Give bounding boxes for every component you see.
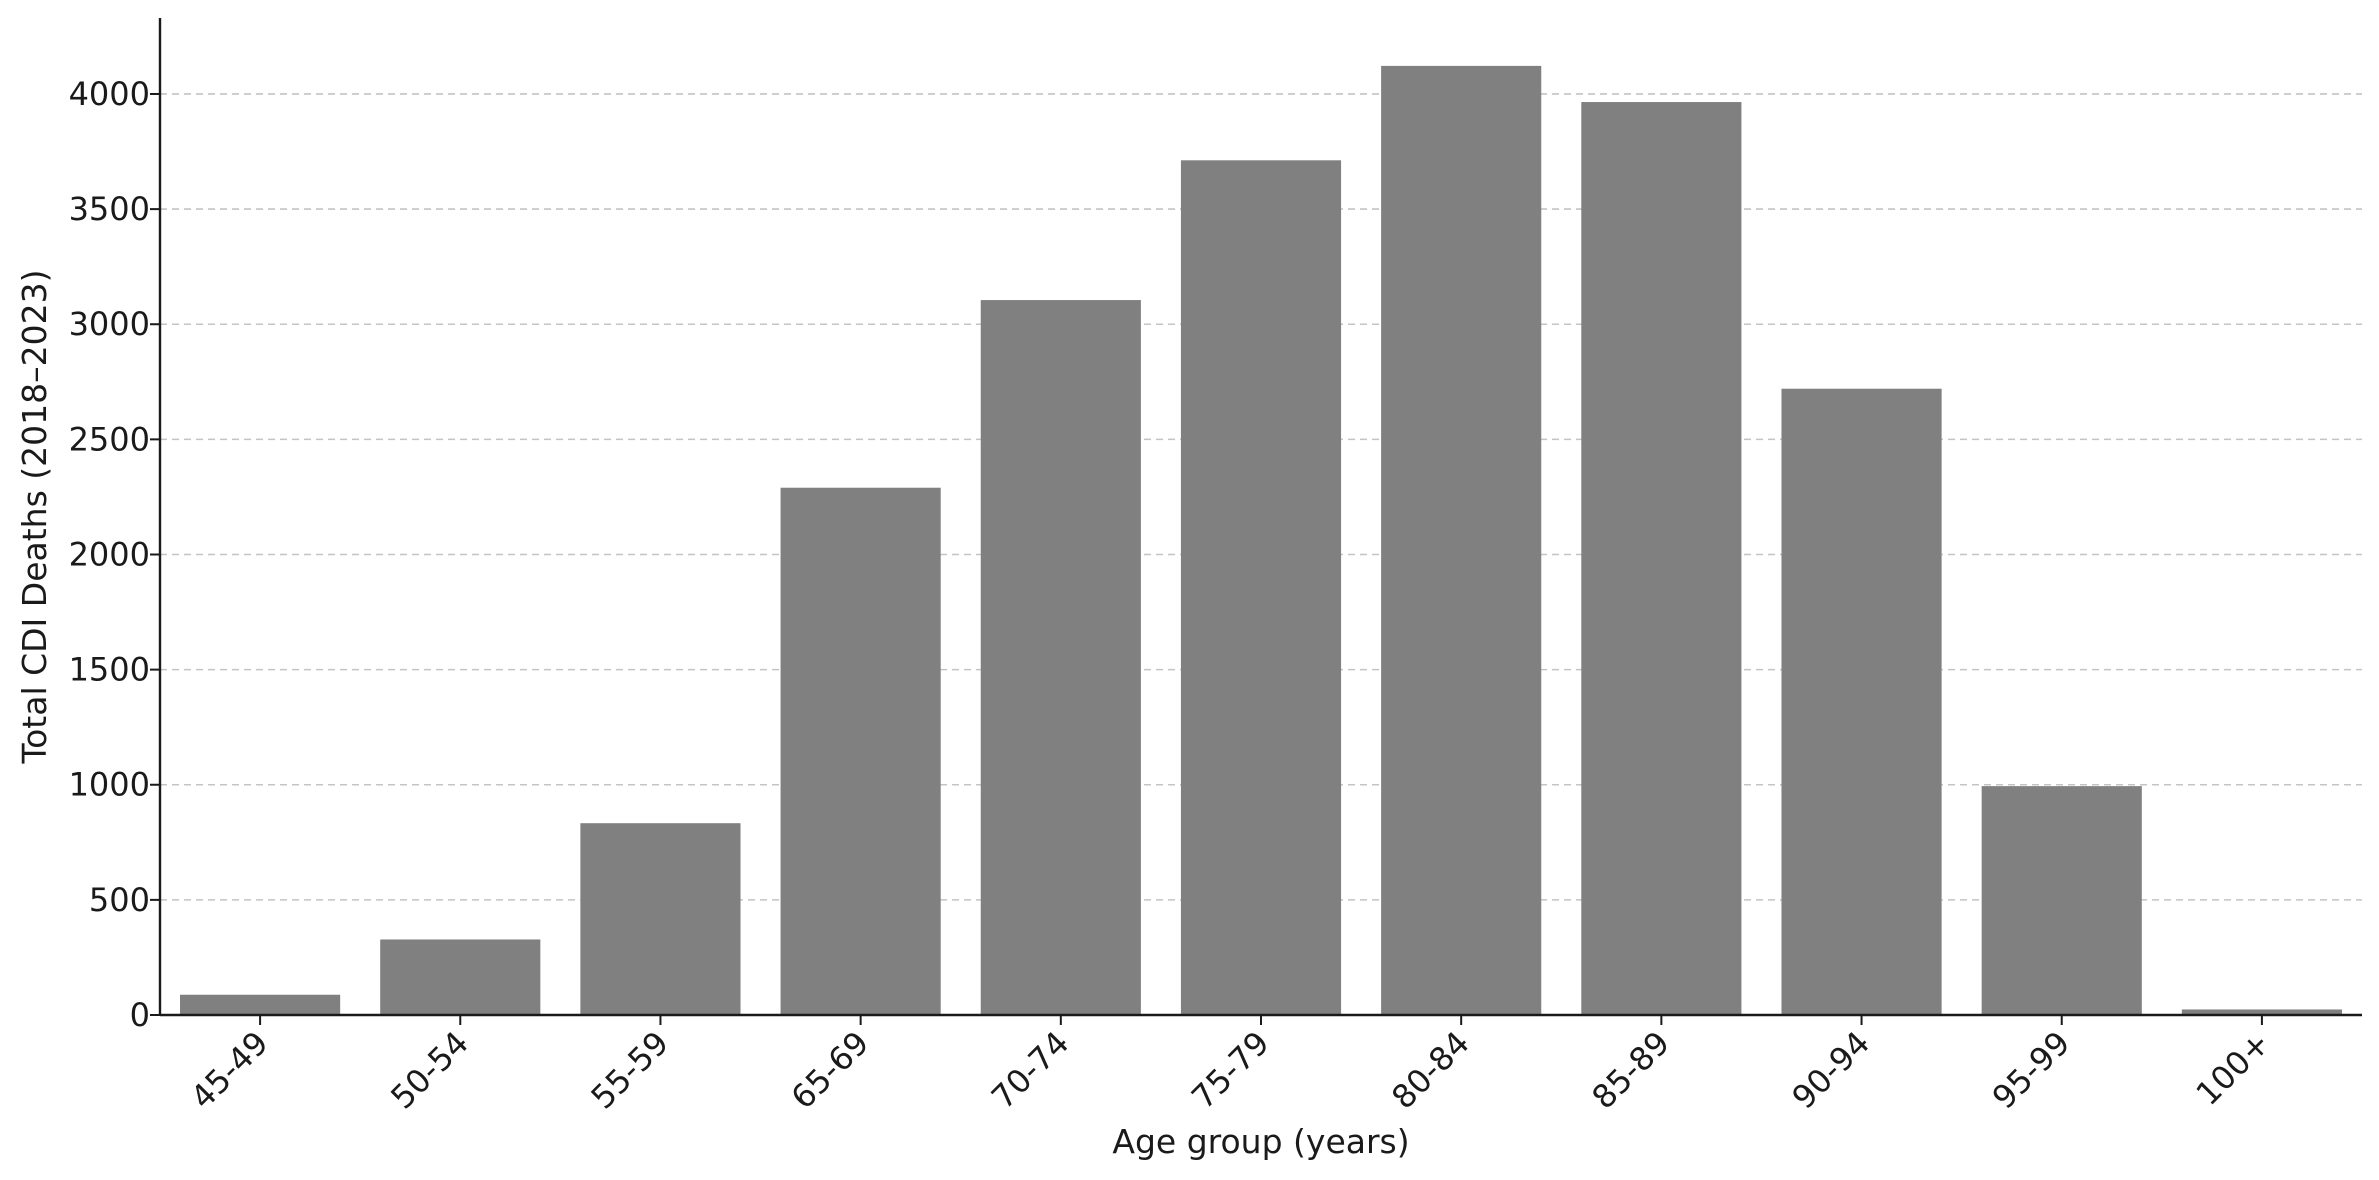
bar-100+ — [2181, 1009, 2342, 1015]
bar-90-94 — [1781, 388, 1942, 1016]
bar-50-54 — [380, 939, 541, 1015]
x-tick-label: 50-54 — [383, 1024, 476, 1117]
x-tick-label: 55-59 — [583, 1024, 676, 1117]
y-tick-label: 2500 — [69, 420, 150, 458]
x-tick-label: 95-99 — [1985, 1024, 2078, 1117]
bar-80-84 — [1381, 65, 1542, 1016]
bar-55-59 — [580, 823, 741, 1015]
y-tick-label: 3500 — [69, 190, 150, 228]
x-tick-label: 70-74 — [984, 1024, 1077, 1117]
bar-45-49 — [180, 994, 341, 1015]
x-tick-label: 85-89 — [1584, 1024, 1677, 1117]
y-axis-title: Total CDI Deaths (2018–2023) — [15, 270, 54, 765]
x-tick-label: 80-84 — [1384, 1024, 1477, 1117]
bar-65-69 — [780, 487, 941, 1015]
bar-70-74 — [980, 300, 1141, 1016]
y-tick-label: 4000 — [69, 75, 150, 113]
y-tick-label: 1000 — [69, 766, 150, 804]
x-tick-label: 45-49 — [183, 1024, 276, 1117]
bars — [180, 65, 2342, 1016]
gridlines — [160, 93, 2362, 901]
y-tick-label: 0 — [130, 996, 150, 1034]
y-tick-label: 500 — [89, 881, 150, 919]
x-axis-title: Age group (years) — [1112, 1122, 1409, 1161]
bar-85-89 — [1581, 102, 1742, 1015]
x-tick-label: 75-79 — [1184, 1024, 1277, 1117]
x-tick-label: 100+ — [2189, 1024, 2278, 1113]
x-ticks: 45-49 50-54 55-59 65-69 70-74 75-79 80-84 85-89… — [183, 1015, 2278, 1117]
x-tick-label: 65-69 — [784, 1024, 877, 1117]
bar-75-79 — [1180, 160, 1342, 1015]
y-tick-label: 2000 — [69, 535, 150, 573]
y-tick-label: 1500 — [69, 651, 150, 689]
x-tick-label: 90-94 — [1785, 1024, 1878, 1117]
bar-95-99 — [1981, 786, 2142, 1015]
y-ticks: 0 500 1000 1500 2000 2500 3000 3500 4000 — [69, 75, 160, 1034]
y-tick-label: 3000 — [69, 305, 150, 343]
